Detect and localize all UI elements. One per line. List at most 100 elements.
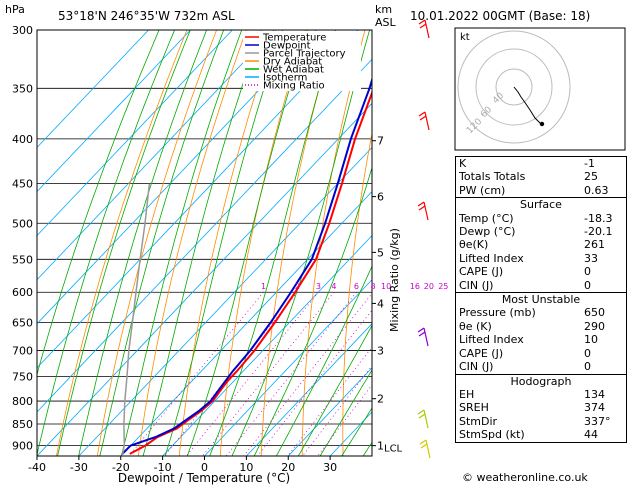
- pressure-tick-label: 450: [12, 177, 33, 190]
- isotherm-line: [37, 30, 317, 325]
- wind-barb-flag: [419, 115, 427, 121]
- wind-barb-flag: [420, 443, 428, 449]
- index-row: Dewp (°C) -20.1: [456, 225, 626, 238]
- mixing-ratio-label: 25: [438, 282, 448, 291]
- isotherm-line: [37, 30, 191, 193]
- dry-adiabat-line: [137, 30, 247, 456]
- index-row: Temp (°C) -18.3: [456, 212, 626, 225]
- index-row: Lifted Index 10: [456, 333, 626, 346]
- index-row: CAPE (J) 0: [456, 265, 626, 278]
- wet-adiabat-line: [99, 30, 225, 456]
- index-value: 650: [584, 306, 605, 320]
- km-tick-label: 4: [377, 297, 384, 310]
- index-label: EH: [459, 387, 475, 401]
- hodograph-frame: [454, 27, 626, 151]
- isotherm-line: [37, 30, 233, 237]
- mixing-ratio-line: [128, 291, 264, 456]
- wet-adiabat-line: [209, 30, 337, 456]
- index-label: Lifted Index: [459, 333, 524, 347]
- wind-barb-flag: [417, 201, 425, 207]
- dry-adiabat-line: [421, 30, 455, 458]
- wind-barb-flag: [418, 413, 426, 419]
- axes: 1 2 3 4 6 8 10 16 20 2530035040045050055060065070…: [12, 24, 448, 474]
- wind-barb-staff: [423, 201, 429, 221]
- wind-barb-staff: [423, 409, 429, 429]
- hodograph-kt-label: kt: [460, 32, 470, 43]
- index-label: CIN (J): [459, 360, 494, 374]
- index-value: -1: [584, 157, 595, 170]
- index-label: θe (K): [459, 319, 492, 333]
- mixing-ratio-line: [287, 346, 372, 456]
- surface-section: Surface Temp (°C) -18.3 Dewp (°C) -20.1 θe(K…: [456, 197, 626, 292]
- index-row: StmDir 337°: [456, 415, 626, 428]
- hodograph-ring-inner: [495, 68, 533, 106]
- indices-table: K -1 Totals Totals 25 PW (cm) 0.63 Surface Te…: [455, 156, 627, 443]
- dry-adiabat-line: [219, 30, 307, 456]
- pressure-tick-label: 650: [12, 317, 33, 330]
- mixing-ratio-label: 20: [424, 282, 434, 291]
- temperature-tick-label: -20: [112, 461, 130, 474]
- temperature-tick-label: -30: [70, 461, 88, 474]
- km-tick-label: 5: [377, 246, 384, 259]
- lcl-label: LCL: [384, 444, 403, 455]
- isotherm-line: [37, 30, 359, 369]
- index-row: θe(K) 261: [456, 238, 626, 251]
- mixing-ratio-label: 6: [354, 282, 359, 291]
- pressure-tick-label: 350: [12, 82, 33, 95]
- mixing-ratio-line: [243, 292, 372, 456]
- temperature-tick-label: -40: [28, 461, 46, 474]
- legend-background: [243, 31, 361, 91]
- index-label: StmSpd (kt): [459, 428, 525, 442]
- index-value: 10: [584, 333, 598, 347]
- legend-entry-label: Parcel Trajectory: [263, 49, 346, 60]
- mixing-ratio-line: [185, 291, 319, 456]
- wet-adiabat-line: [319, 369, 372, 456]
- index-value: -18.3: [584, 211, 613, 225]
- index-value: -20.1: [584, 225, 613, 239]
- index-value: 25: [584, 170, 598, 184]
- series-line-dewpoint: [121, 76, 372, 455]
- dry-adiabat-line: [96, 30, 217, 456]
- hodograph-ring-outer: [457, 30, 571, 144]
- index-label: Pressure (mb): [459, 306, 536, 320]
- mixing-ratio-label: 8: [370, 282, 375, 291]
- index-value: 0: [584, 360, 591, 374]
- index-label: StmDir: [459, 414, 498, 428]
- wind-barb-flag: [418, 111, 426, 117]
- index-label: K: [459, 157, 467, 170]
- surface-title: Surface: [520, 198, 562, 212]
- wet-adiabat-line: [186, 30, 308, 456]
- wind-barb-staff: [423, 327, 429, 347]
- wet-adiabat-line: [78, 30, 208, 456]
- index-value: 374: [584, 401, 605, 415]
- hodograph-section: Hodograph EH 134 SREH 374 StmDir 337° StmSpd (…: [456, 373, 626, 442]
- x-axis-label: Dewpoint / Temperature (°C): [118, 471, 290, 485]
- wet-adiabat-line: [120, 30, 243, 456]
- index-label: CAPE (J): [459, 346, 504, 360]
- mixing-ratio-axis-label: Mixing Ratio (g/kg): [388, 228, 401, 332]
- credit-text: © weatheronline.co.uk: [462, 471, 588, 484]
- index-value: 337°: [584, 414, 611, 428]
- isotherm-line: [162, 235, 372, 456]
- legend-entry-label: Dry Adiabat: [263, 57, 322, 68]
- legend-entry-label: Wet Adiabat: [263, 65, 324, 76]
- index-value: 0.63: [584, 183, 609, 197]
- mixing-ratio-label: 3: [316, 282, 321, 291]
- wet-adiabat-line: [231, 30, 371, 456]
- index-label: SREH: [459, 401, 489, 415]
- isotherm-line: [37, 58, 372, 413]
- isotherm-line: [37, 30, 275, 281]
- index-row: SREH 374: [456, 401, 626, 414]
- isotherm-line: [37, 102, 372, 456]
- wet-adiabat-line: [253, 166, 372, 456]
- index-label: CIN (J): [459, 278, 494, 292]
- km-label: km: [375, 3, 392, 16]
- wind-barbs: [417, 19, 431, 459]
- isotherm-line: [204, 279, 372, 456]
- most-unstable-title: Most Unstable: [501, 293, 581, 307]
- index-row: Pressure (mb) 650: [456, 306, 626, 319]
- background-lines: [37, 30, 455, 458]
- datetime-title: 10.01.2022 00GMT (Base: 18): [410, 9, 590, 23]
- index-row: CIN (J) 0: [456, 279, 626, 292]
- wet-adiabat-line: [164, 30, 284, 456]
